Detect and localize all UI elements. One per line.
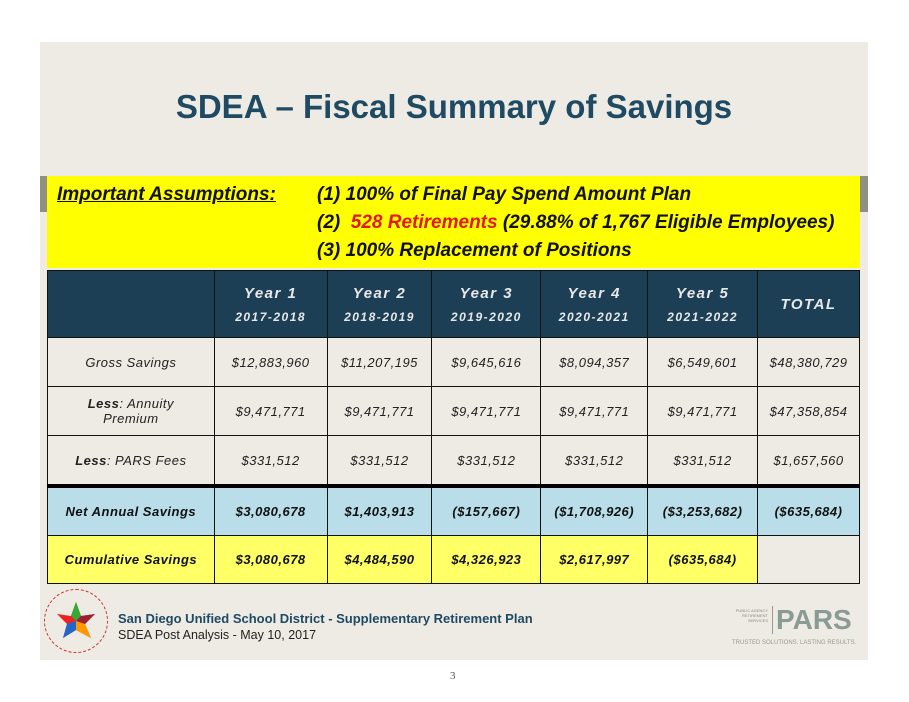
table-header-row: Year 1 2017-2018 Year 2 2018-2019 Year 3 20… [47, 270, 860, 338]
table-cell: $12,883,960 [213, 337, 328, 387]
table-cell: $331,512 [213, 435, 328, 487]
table-cell: $9,645,616 [431, 337, 542, 387]
table-cell: $3,080,678 [213, 484, 328, 536]
table-cell: ($3,253,682) [647, 484, 759, 536]
header-year: Year 1 2017-2018 [213, 270, 328, 338]
district-logo [44, 589, 108, 653]
slide-title: SDEA – Fiscal Summary of Savings [175, 88, 733, 125]
assumption-2-prefix: (2) [317, 212, 351, 233]
page-number: 3 [450, 670, 456, 682]
table-cell: $47,358,854 [757, 386, 860, 436]
assumptions-box: Important Assumptions: (1) 100% of Final… [47, 176, 860, 268]
table-row: Less: PARS Fees $331,512 $331,512 $331,512 $… [47, 435, 860, 487]
table-cell: $4,484,590 [326, 535, 433, 584]
table-cell: $3,080,678 [213, 535, 328, 584]
table-row: Gross Savings $12,883,960 $11,207,195 $9,64… [47, 337, 860, 387]
retirements-count: 528 Retirements [350, 212, 498, 233]
table-cell [757, 535, 860, 584]
assumption-2: (2) 528 Retirements (29.88% of 1,767 Eli… [317, 212, 834, 234]
table-cell: $8,094,357 [540, 337, 649, 387]
table-cell: $9,471,771 [431, 386, 542, 436]
table-row: Net Annual Savings $3,080,678 $1,403,913 ($… [47, 484, 860, 536]
pars-logo: PUBLIC AGENCY RETIREMENT SERVICES PARS T… [732, 604, 857, 646]
footer-district: San Diego Unified School District - Supp… [118, 611, 533, 626]
table-row: Less: Annuity Premium $9,471,771 $9,471,77… [47, 386, 860, 436]
table-cell: ($635,684) [757, 484, 860, 536]
row-label: Less: Annuity Premium [47, 386, 215, 436]
header-year: Year 4 2020-2021 [540, 270, 649, 338]
table-cell: $9,471,771 [213, 386, 328, 436]
header-year: Year 5 2021-2022 [647, 270, 759, 338]
row-label: Net Annual Savings [47, 484, 215, 536]
row-label: Cumulative Savings [47, 535, 215, 584]
savings-table: Year 1 2017-2018 Year 2 2018-2019 Year 3 20… [47, 270, 860, 584]
table-row: Cumulative Savings $3,080,678 $4,484,590 $4… [47, 535, 860, 584]
row-label: Gross Savings [47, 337, 215, 387]
row-label: Less: PARS Fees [47, 435, 215, 487]
table-cell: $331,512 [431, 435, 542, 487]
table-cell: $6,549,601 [647, 337, 759, 387]
header-year: Year 3 2019-2020 [431, 270, 542, 338]
table-cell: $4,326,923 [431, 535, 542, 584]
assumption-3: (3) 100% Replacement of Positions [317, 240, 632, 261]
ribbon-right [858, 176, 868, 212]
table-cell: $9,471,771 [647, 386, 759, 436]
ribbon-left [40, 176, 50, 212]
table-cell: $1,657,560 [757, 435, 860, 487]
footer-analysis: SDEA Post Analysis - May 10, 2017 [118, 628, 317, 642]
header-year: Year 2 2018-2019 [326, 270, 433, 338]
table-cell: $48,380,729 [757, 337, 860, 387]
assumption-2-rest: (29.88% of 1,767 Eligible Employees) [497, 212, 835, 233]
assumption-1: (1) 100% of Final Pay Spend Amount Plan [317, 184, 692, 205]
table-cell: $9,471,771 [540, 386, 649, 436]
table-cell: $1,403,913 [326, 484, 433, 536]
table-cell: ($157,667) [431, 484, 542, 536]
table-cell: $2,617,997 [540, 535, 649, 584]
table-cell: $331,512 [326, 435, 433, 487]
table-cell: ($635,684) [647, 535, 759, 584]
table-cell: $331,512 [647, 435, 759, 487]
table-cell: $9,471,771 [326, 386, 433, 436]
table-cell: $11,207,195 [326, 337, 433, 387]
header-blank [47, 270, 215, 338]
assumptions-label: Important Assumptions: [57, 184, 276, 205]
table-cell: ($1,708,926) [540, 484, 649, 536]
header-total: TOTAL [757, 270, 860, 338]
table-cell: $331,512 [540, 435, 649, 487]
